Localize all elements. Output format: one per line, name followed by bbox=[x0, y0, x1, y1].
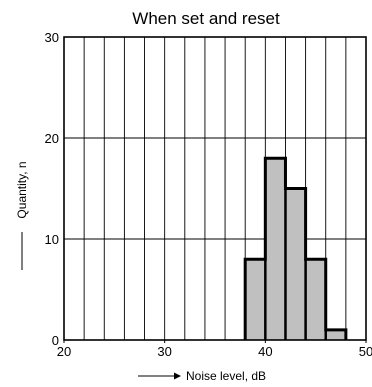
y-tick-label: 0 bbox=[52, 333, 59, 348]
x-tick-label: 40 bbox=[258, 344, 272, 359]
y-tick-label: 20 bbox=[45, 131, 59, 146]
x-axis-label: Noise level, dB bbox=[186, 369, 266, 383]
y-tick-label: 10 bbox=[45, 232, 59, 247]
x-tick-labels: 20 30 40 50 bbox=[57, 340, 372, 359]
histogram-bars bbox=[243, 156, 348, 340]
plot-border bbox=[63, 36, 367, 341]
x-axis-arrowhead bbox=[174, 372, 181, 380]
x-tick-label: 50 bbox=[359, 344, 372, 359]
x-axis-label-group: Noise level, dB bbox=[138, 369, 266, 383]
y-axis-label-group: Quantity, n bbox=[15, 161, 29, 270]
histogram-bar bbox=[265, 158, 286, 340]
y-tick-labels: 0 10 20 30 bbox=[45, 30, 59, 348]
histogram-bar bbox=[285, 188, 306, 340]
y-axis-label: Quantity, n bbox=[15, 161, 29, 218]
x-tick-label: 20 bbox=[57, 344, 71, 359]
histogram-bar bbox=[305, 259, 326, 340]
histogram-bar bbox=[245, 259, 266, 340]
histogram-outline bbox=[243, 156, 348, 340]
x-tick-label: 30 bbox=[157, 344, 171, 359]
plot-frame bbox=[63, 36, 367, 341]
y-tick-label: 30 bbox=[45, 30, 59, 45]
histogram-bar bbox=[325, 329, 346, 340]
chart-title: When set and reset bbox=[132, 9, 280, 28]
